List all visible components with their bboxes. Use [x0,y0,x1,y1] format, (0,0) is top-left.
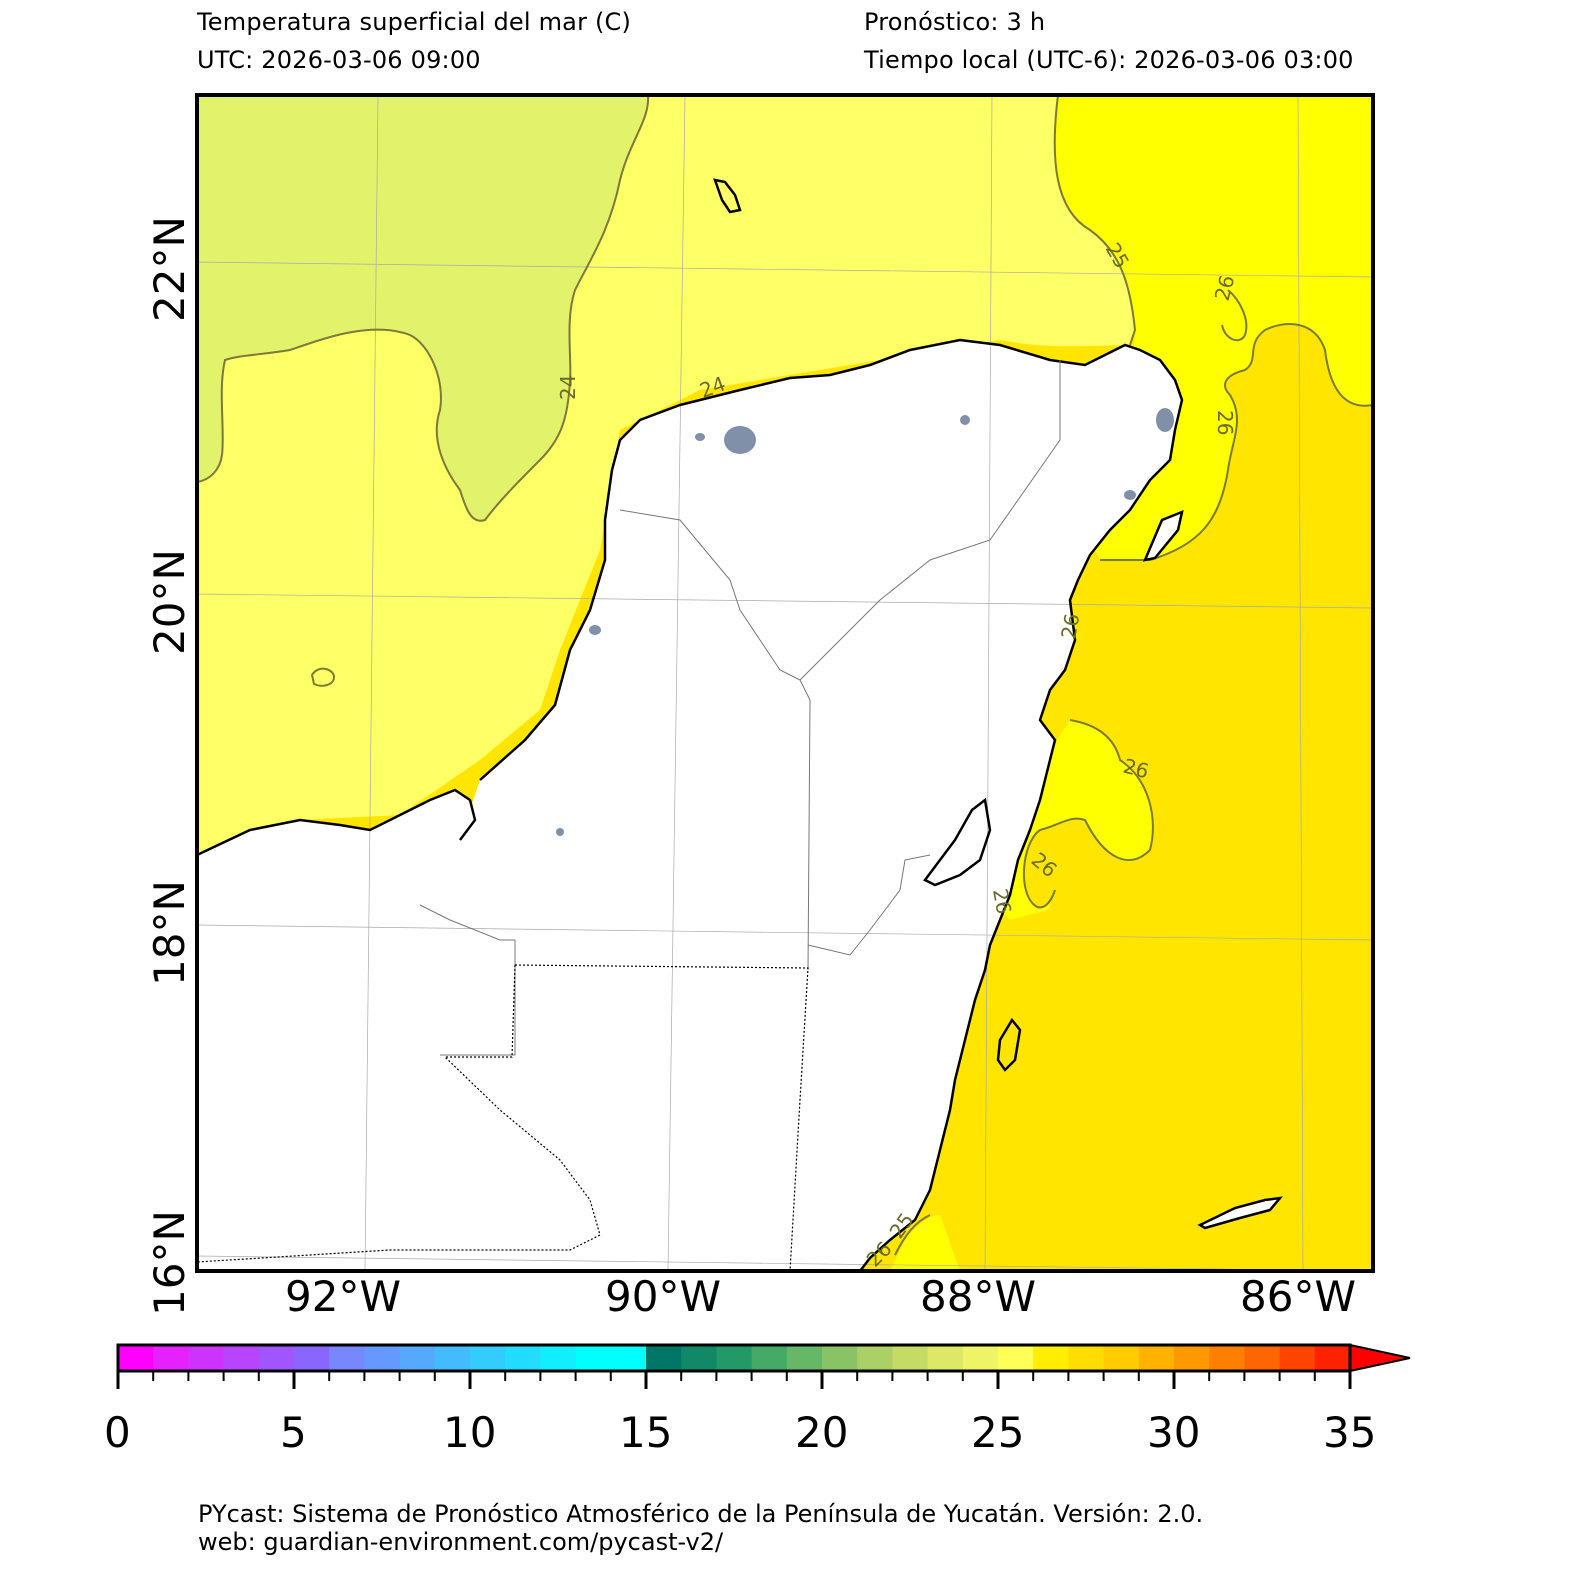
urban-areas [556,408,1174,836]
colorbar-cell [364,1345,401,1371]
contour-label: 26 [1056,612,1084,641]
colorbar-cell [118,1345,154,1371]
colorbar-cell [927,1345,964,1371]
colorbar-label-5: 5 [280,1408,307,1457]
colorbar-cell [716,1345,753,1371]
colorbar-cell [1244,1345,1281,1371]
lon-label-88: 88°W [920,1272,1036,1321]
colorbar-cell [1314,1345,1351,1371]
contour-label: 24 [556,375,580,400]
colorbar-cell [610,1345,647,1371]
colorbar-cell [188,1345,225,1371]
colorbar-cell [1209,1345,1245,1371]
coastline [197,178,1284,1271]
colorbar-cell [681,1345,717,1371]
colorbar [118,1345,1351,1371]
colorbar-cell [329,1345,365,1371]
local-time: Tiempo local (UTC-6): 2026-03-06 03:00 [864,46,1354,74]
sst-band-23-24 [197,95,649,521]
footer-credit: PYcast: Sistema de Pronóstico Atmosféric… [198,1500,1204,1528]
colorbar-cell [1174,1345,1210,1371]
colorbar-cell [294,1345,330,1371]
colorbar-cell [399,1345,436,1371]
land-cozumel [1145,512,1182,560]
colorbar-cell [786,1345,823,1371]
lon-label-86: 86°W [1240,1272,1356,1321]
colorbar-cell [962,1345,999,1371]
colorbar-cell [892,1345,929,1371]
utc-time: UTC: 2026-03-06 09:00 [197,46,481,74]
colorbar-frame [116,1343,1352,1373]
sst-contours [197,95,1373,1256]
colorbar-cell [470,1345,506,1371]
colorbar-cell [857,1345,893,1371]
colorbar-cell [822,1345,858,1371]
colorbar-label-10: 10 [443,1408,497,1457]
lat-label-22: 22°N [145,216,194,322]
colorbar-ticks [116,1371,1352,1389]
lon-label-92: 92°W [285,1272,401,1321]
footer-url: web: guardian-environment.com/pycast-v2/ [198,1528,724,1556]
lat-label-16: 16°N [145,1210,194,1316]
lon-label-90: 90°W [605,1272,721,1321]
colorbar-cell [505,1345,541,1371]
lat-label-18: 18°N [145,880,194,986]
map-title: Temperatura superficial del mar (C) [197,8,632,36]
colorbar-cell [223,1345,260,1371]
colorbar-cell [258,1345,295,1371]
colorbar-cell [646,1345,682,1371]
map-panel: 24 24 25 26 26 26 26 26 26 25 26 [197,95,1373,1271]
lat-label-20: 20°N [145,549,194,655]
contour-label: 26 [1213,410,1237,435]
forecast-hour: Pronóstico: 3 h [864,8,1046,36]
graticule [197,95,1373,1271]
land-yucatan [197,340,1182,1271]
map-frame [195,93,1375,1273]
colorbar-label-20: 20 [795,1408,849,1457]
colorbar-cell [434,1345,471,1371]
land-bay-islands [1200,1198,1280,1228]
colorbar-label-35: 35 [1323,1408,1377,1457]
colorbar-cell [1068,1345,1105,1371]
colorbar-label-15: 15 [619,1408,673,1457]
colorbar-label-30: 30 [1147,1408,1201,1457]
colorbar-cell [1033,1345,1069,1371]
contour-label: 26 [988,887,1016,916]
colorbar-label-25: 25 [971,1408,1025,1457]
colorbar-cell [998,1345,1034,1371]
sst-band-25-26 [890,95,1373,1271]
colorbar-cell [1138,1345,1175,1371]
colorbar-label-0: 0 [104,1408,131,1457]
colorbar-extend-arrow [1349,1343,1411,1373]
colorbar-cell [751,1345,788,1371]
national-borders [197,964,809,1271]
colorbar-cell [1103,1345,1140,1371]
colorbar-cell [153,1345,189,1371]
colorbar-cell [1279,1345,1316,1371]
colorbar-cell [575,1345,612,1371]
colorbar-cell [540,1345,577,1371]
